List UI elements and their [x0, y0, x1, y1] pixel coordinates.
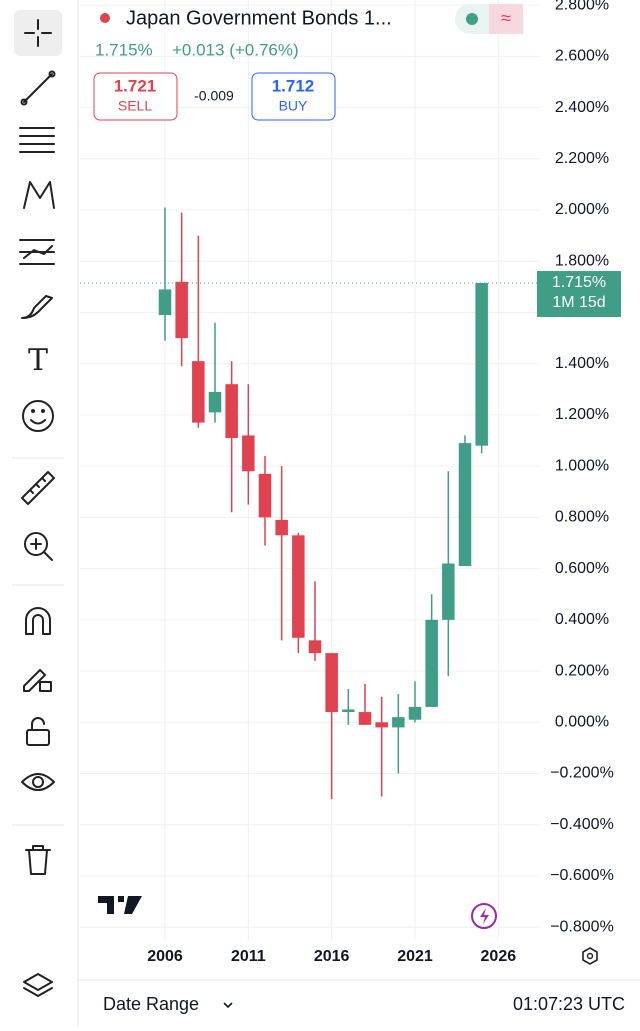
candle-body — [375, 722, 388, 728]
candle-body — [175, 281, 188, 339]
y-tick-label: 0.600% — [555, 560, 609, 577]
candle-body — [442, 563, 455, 620]
y-tick-label: 1.800% — [555, 252, 609, 269]
x-tick-label: 2006 — [147, 948, 183, 965]
candle-body — [242, 435, 255, 472]
y-tick-label: −0.400% — [550, 816, 614, 833]
cursor-active-bg — [14, 10, 62, 56]
toolbar: T — [0, 0, 79, 1026]
brush-tool[interactable] — [21, 295, 53, 319]
candle-body — [308, 640, 322, 654]
x-tick-label: 2016 — [314, 948, 350, 965]
candle-body — [258, 473, 272, 518]
x-tick-label: 2011 — [231, 948, 266, 965]
visibility-tool[interactable] — [21, 773, 55, 791]
logo-shape — [98, 896, 142, 914]
sell-label: SELL — [118, 98, 152, 114]
symbol-title[interactable]: Japan Government Bonds 1... — [126, 7, 392, 29]
market-dot — [466, 13, 478, 25]
bar-countdown: 1M 15d — [552, 294, 605, 311]
candle-body — [458, 443, 472, 567]
candle-body — [325, 653, 338, 713]
y-tick-label: 0.400% — [555, 611, 609, 628]
header: Japan Government Bonds 1... ≈ 1.715% +0.… — [93, 4, 523, 121]
date-range-button[interactable]: Date Range — [103, 994, 199, 1014]
magnet-tool[interactable] — [25, 607, 51, 635]
y-tick-label: 2.600% — [555, 48, 609, 65]
cursor-tool[interactable] — [24, 19, 52, 47]
candle-body — [408, 706, 422, 720]
y-tick-label: 0.000% — [555, 714, 609, 731]
y-tick-label: 2.400% — [555, 99, 609, 116]
text-tool[interactable]: T — [28, 343, 48, 378]
tv-logo — [98, 896, 142, 914]
trend-line-tool[interactable] — [20, 70, 56, 106]
approx-icon: ≈ — [501, 8, 511, 28]
plot: 2.800%2.600%2.400%2.200%2.000%1.800%1.60… — [80, 0, 621, 965]
dropdown-caret — [223, 1002, 233, 1009]
indicator-pill-right — [489, 4, 523, 34]
last-price: 1.715% — [95, 40, 153, 59]
y-tick-label: 0.800% — [555, 509, 609, 526]
y-tick-label: 2.200% — [555, 150, 609, 167]
lightning-icon — [480, 908, 489, 924]
emoji-tool[interactable] — [22, 400, 54, 432]
y-tick-label: −0.800% — [550, 918, 614, 935]
candle-body — [342, 709, 355, 713]
y-tick-label: 0.200% — [555, 662, 609, 679]
ruler-tool[interactable] — [21, 471, 55, 505]
pattern-tool[interactable] — [23, 181, 55, 209]
sell-button[interactable] — [93, 72, 178, 121]
forecast-tool[interactable] — [19, 239, 55, 265]
candle-body — [292, 535, 305, 638]
candle-body — [425, 619, 438, 707]
buy-price: 1.712 — [272, 76, 315, 95]
candle-body — [392, 717, 405, 728]
y-tick-label: 2.800% — [555, 0, 609, 13]
buy-label: BUY — [279, 98, 308, 114]
lock-drawing-tool[interactable] — [23, 669, 52, 692]
settings-dot — [586, 952, 594, 960]
last-price-label: 1.715% — [552, 274, 606, 291]
y-tick-label: 1.400% — [555, 355, 609, 372]
candle-body — [358, 712, 372, 725]
unlock-tool[interactable] — [26, 717, 50, 746]
y-tick-label: −0.200% — [550, 765, 614, 782]
x-tick-label: 2021 — [397, 948, 433, 965]
y-tick-label: 2.000% — [555, 201, 609, 218]
clock: 01:07:23 UTC — [513, 994, 625, 1014]
candle-body — [225, 384, 238, 438]
candle-body — [208, 391, 222, 413]
toolbar-bg — [0, 0, 78, 980]
sell-price: 1.721 — [114, 76, 157, 95]
zoom-tool[interactable] — [24, 532, 53, 561]
lightning-button[interactable] — [471, 903, 497, 929]
buy-button[interactable] — [251, 72, 336, 121]
layers-button[interactable] — [23, 973, 53, 997]
spread: -0.009 — [194, 88, 234, 104]
candle-body — [475, 283, 488, 446]
x-tick-label: 2026 — [481, 948, 517, 965]
status-dot — [100, 13, 110, 23]
y-tick-label: 1.000% — [555, 457, 609, 474]
candle-body — [158, 289, 172, 316]
delete-tool[interactable] — [25, 845, 51, 875]
y-tick-label: −0.600% — [550, 867, 614, 884]
candle-body — [275, 519, 288, 536]
candle-body — [192, 361, 205, 423]
y-tick-label: 1.200% — [555, 406, 609, 423]
last-price-box — [537, 271, 621, 318]
fib-tool[interactable] — [19, 127, 55, 153]
price-change: +0.013 (+0.76%) — [172, 40, 299, 59]
settings-button[interactable] — [582, 947, 598, 965]
